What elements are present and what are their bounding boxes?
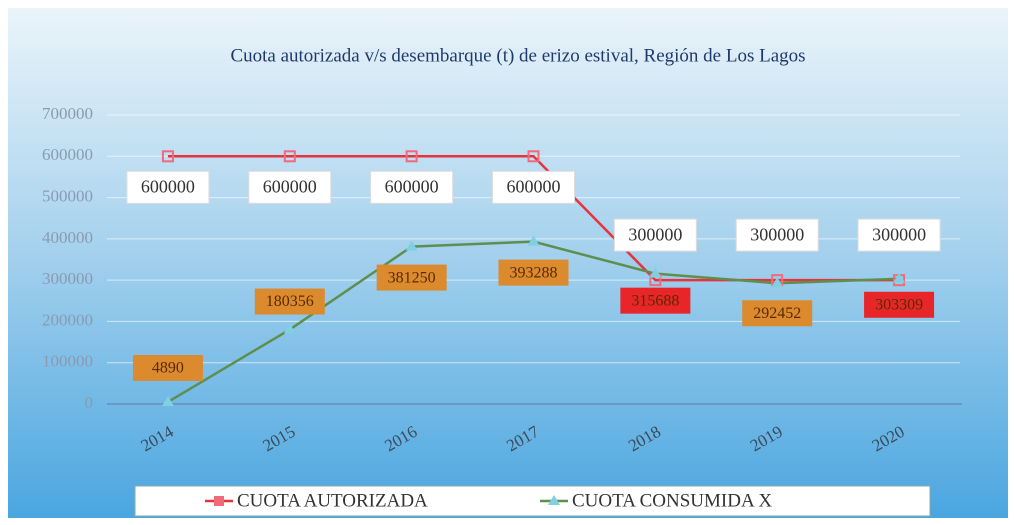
marker — [649, 267, 662, 278]
marker — [283, 150, 296, 163]
data-label-box — [248, 170, 332, 204]
data-label-box — [492, 170, 575, 204]
data-label: 292452 — [753, 305, 801, 322]
marker — [527, 235, 540, 246]
y-tick-label: 300000 — [42, 269, 93, 288]
y-tick-label: 100000 — [42, 352, 93, 371]
marker — [405, 240, 418, 251]
data-label-box — [613, 218, 697, 252]
data-label: 4890 — [152, 360, 184, 377]
data-label: 315688 — [631, 292, 679, 309]
marker — [527, 150, 540, 163]
legend-marker — [548, 495, 560, 505]
data-label: 600000 — [141, 176, 195, 196]
data-label-box — [126, 170, 210, 204]
data-label-box — [735, 218, 819, 252]
y-tick-label: 600000 — [42, 145, 93, 164]
marker — [771, 277, 784, 288]
data-label-box — [864, 291, 935, 318]
marker — [405, 150, 418, 163]
data-label: 300000 — [628, 224, 682, 244]
legend-marker — [214, 496, 224, 506]
marker — [283, 323, 296, 334]
y-tick-label: 700000 — [42, 104, 93, 123]
data-label: 393288 — [510, 264, 558, 281]
data-label: 180356 — [266, 293, 314, 310]
y-tick-label: 200000 — [42, 310, 93, 329]
data-label: 600000 — [263, 176, 317, 196]
marker — [161, 395, 174, 406]
data-label: 300000 — [750, 224, 804, 244]
data-label: 600000 — [507, 176, 561, 196]
data-label: 300000 — [872, 224, 926, 244]
marker — [161, 150, 174, 163]
data-label: 600000 — [385, 176, 439, 196]
data-label: 381250 — [388, 269, 436, 286]
data-label-box — [620, 287, 691, 314]
data-label: 303309 — [875, 296, 923, 313]
legend-box — [134, 485, 931, 517]
data-label-box — [857, 218, 941, 252]
y-tick-label: 500000 — [42, 186, 93, 205]
chart-title: Cuota autorizada v/s desembarque (t) de … — [230, 45, 805, 66]
legend-label: CUOTA CONSUMIDA X — [572, 490, 772, 511]
y-tick-label: 0 — [85, 393, 94, 412]
data-label-box — [132, 354, 203, 381]
data-label-box — [254, 288, 325, 315]
data-label-box — [742, 300, 813, 327]
data-label-box — [370, 170, 454, 204]
data-label-box — [376, 264, 447, 291]
y-tick-label: 400000 — [42, 228, 93, 247]
marker — [893, 272, 906, 283]
data-label-box — [498, 259, 569, 286]
legend-label: CUOTA AUTORIZADA — [237, 490, 428, 511]
